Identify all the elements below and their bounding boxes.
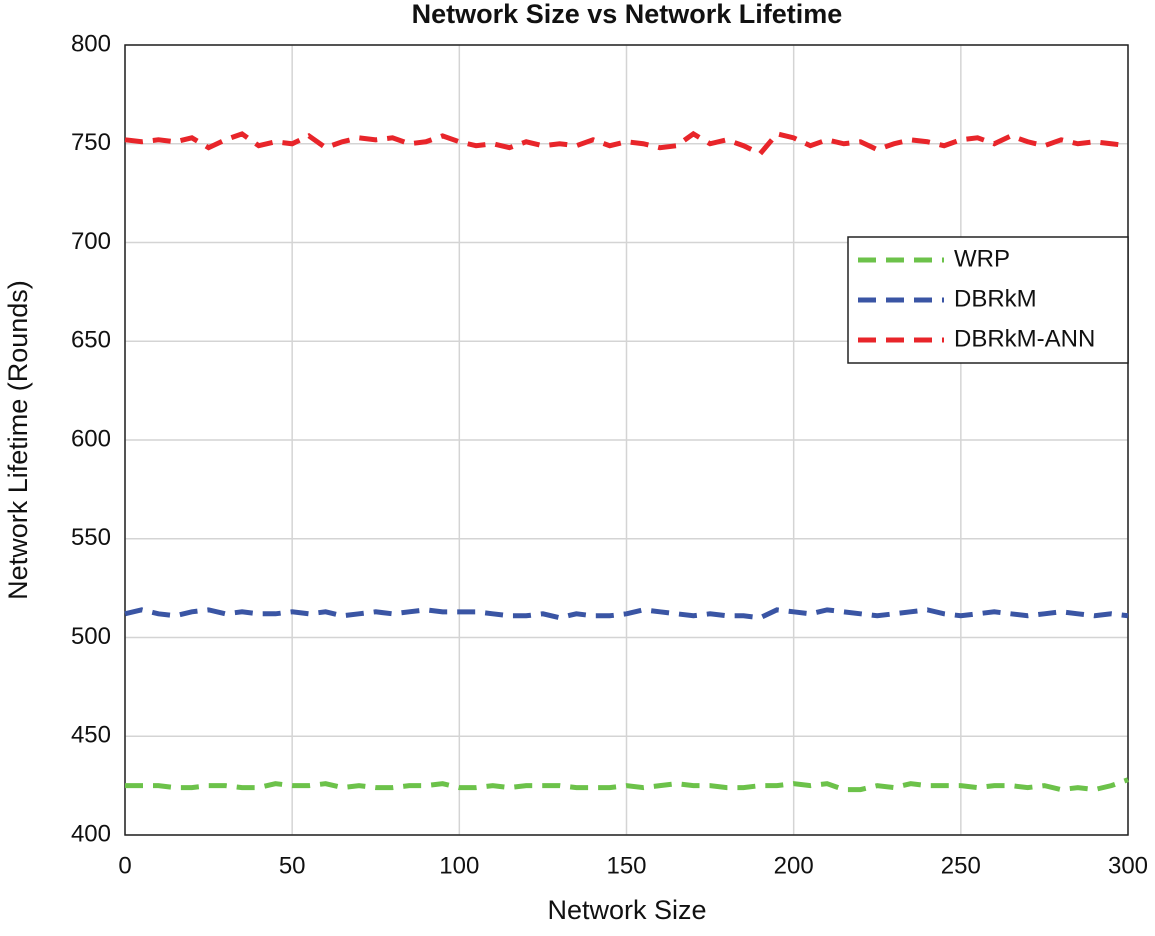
- y-tick-label: 500: [71, 623, 111, 650]
- x-axis-label: Network Size: [547, 895, 706, 925]
- x-tick-label: 250: [941, 852, 981, 879]
- plot-frame: [124, 44, 1129, 836]
- x-tick-label: 100: [439, 852, 479, 879]
- chart-title: Network Size vs Network Lifetime: [412, 0, 843, 29]
- y-tick-label: 750: [71, 129, 111, 156]
- legend-label: WRP: [954, 245, 1010, 272]
- x-tick-label: 0: [118, 852, 131, 879]
- series-line: [125, 777, 1129, 793]
- x-tick-label: 300: [1108, 852, 1148, 879]
- y-tick-label: 600: [71, 425, 111, 452]
- legend-label: DBRkM-ANN: [954, 325, 1095, 352]
- series-line: [124, 607, 1129, 621]
- series-line: [124, 130, 1129, 157]
- y-tick-label: 550: [71, 524, 111, 551]
- y-tick-label: 450: [71, 722, 111, 749]
- legend-label: DBRkM: [954, 285, 1037, 312]
- y-tick-label: 700: [71, 228, 111, 255]
- x-tick-label: 150: [606, 852, 646, 879]
- x-tick-label: 200: [774, 852, 814, 879]
- y-tick-label: 400: [71, 820, 111, 847]
- x-tick-label: 50: [279, 852, 306, 879]
- y-tick-label: 800: [71, 30, 111, 57]
- y-tick-label: 650: [71, 327, 111, 354]
- y-axis-label: Network Lifetime (Rounds): [3, 280, 33, 600]
